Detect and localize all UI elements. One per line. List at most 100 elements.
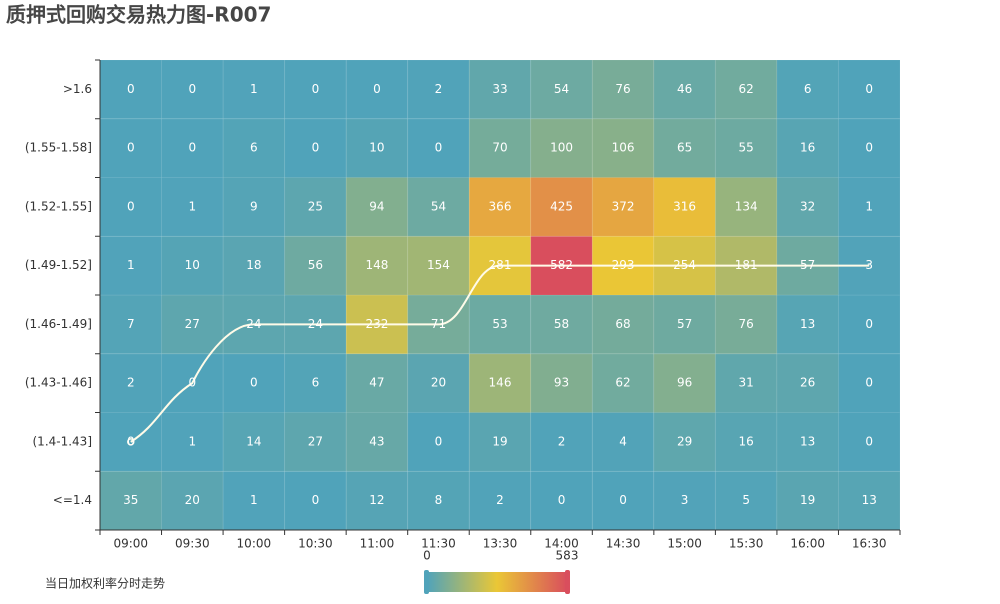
heat-cell — [837, 412, 901, 472]
cell-label: 2 — [127, 376, 135, 390]
y-tick-label: (1.43-1.46] — [25, 376, 92, 390]
heat-cell — [653, 118, 716, 178]
heat-cell — [468, 59, 532, 120]
cell-label: 0 — [127, 141, 135, 155]
cell-label: 4 — [619, 434, 627, 448]
cell-label: 0 — [373, 82, 381, 96]
heat-cell — [837, 59, 901, 120]
heat-cell — [345, 177, 409, 237]
cell-label: 0 — [435, 141, 443, 155]
cell-label: 7 — [127, 317, 135, 331]
cell-label: 31 — [739, 376, 754, 390]
heat-cell — [530, 294, 593, 355]
cell-label: 25 — [308, 199, 323, 213]
heat-cell — [837, 294, 901, 355]
cell-label: 57 — [800, 258, 815, 272]
cell-label: 43 — [369, 434, 384, 448]
x-tick-label: 09:30 — [175, 537, 210, 551]
cell-label: 16 — [739, 434, 754, 448]
heat-cell — [161, 59, 224, 120]
cell-label: 232 — [365, 317, 388, 331]
cell-label: 24 — [246, 317, 261, 331]
x-tick-label: 16:30 — [852, 537, 887, 551]
cell-label: 19 — [492, 434, 507, 448]
cell-label: 12 — [369, 493, 384, 507]
cell-label: 13 — [800, 434, 815, 448]
heat-cell — [222, 412, 286, 472]
y-tick-label: (1.4-1.43] — [33, 434, 93, 448]
heat-cell — [345, 235, 409, 296]
cell-label: 26 — [800, 376, 815, 390]
cell-label: 425 — [550, 199, 573, 213]
heat-cell — [653, 353, 716, 413]
cell-label: 24 — [308, 317, 323, 331]
cell-label: 1 — [250, 493, 258, 507]
cell-label: 70 — [492, 141, 507, 155]
chart-title: 质押式回购交易热力图-R007 — [6, 3, 271, 27]
cell-label: 2 — [435, 82, 443, 96]
heat-cell — [714, 118, 778, 178]
heat-cell — [407, 235, 470, 296]
heat-cell — [530, 118, 593, 178]
y-tick-label: (1.46-1.49] — [25, 317, 92, 331]
cell-label: 0 — [127, 199, 135, 213]
cell-label: 94 — [369, 199, 384, 213]
cell-label: 13 — [862, 493, 877, 507]
cell-label: 0 — [188, 376, 196, 390]
heat-cell — [407, 412, 470, 472]
heat-cell — [776, 59, 839, 120]
heat-cell — [591, 59, 655, 120]
cell-label: 281 — [489, 258, 512, 272]
heat-cell — [653, 177, 716, 237]
heat-cell — [99, 177, 163, 237]
cell-label: 54 — [431, 199, 446, 213]
cell-label: 9 — [250, 199, 258, 213]
cell-label: 62 — [739, 82, 754, 96]
cell-label: 0 — [865, 434, 873, 448]
heat-cell — [591, 353, 655, 413]
x-tick-label: 10:00 — [237, 537, 272, 551]
x-tick-label: 09:00 — [113, 537, 148, 551]
heat-cell — [161, 294, 224, 355]
cell-label: 65 — [677, 141, 692, 155]
y-tick-label: <=1.4 — [53, 493, 92, 507]
x-tick-label: 14:00 — [544, 537, 579, 551]
heat-cell — [99, 353, 163, 413]
cell-label: 76 — [739, 317, 754, 331]
x-tick-label: 15:30 — [729, 537, 764, 551]
cell-label: 366 — [489, 199, 512, 213]
x-tick-label: 15:00 — [667, 537, 702, 551]
y-tick-label: (1.52-1.55] — [25, 199, 92, 213]
x-tick-label: 14:30 — [606, 537, 641, 551]
cell-label: 0 — [865, 317, 873, 331]
cell-label: 1 — [127, 258, 135, 272]
cell-label: 3 — [865, 258, 873, 272]
cell-label: 55 — [739, 141, 754, 155]
heat-cell — [714, 59, 778, 120]
cell-label: 1 — [188, 199, 196, 213]
cell-label: 0 — [312, 141, 320, 155]
cell-label: 93 — [554, 376, 569, 390]
heat-cell — [653, 412, 716, 472]
cell-label: 32 — [800, 199, 815, 213]
heat-cell — [714, 177, 778, 237]
heat-cell — [345, 118, 409, 178]
heat-cell — [653, 470, 716, 531]
cell-label: 16 — [800, 141, 815, 155]
cell-label: 0 — [127, 434, 135, 448]
cell-label: 0 — [619, 493, 627, 507]
cell-label: 106 — [612, 141, 635, 155]
cell-label: 0 — [865, 141, 873, 155]
heat-cell — [653, 59, 716, 120]
heat-cell — [591, 177, 655, 237]
heat-cell — [284, 59, 347, 120]
cell-label: 0 — [865, 376, 873, 390]
cell-label: 6 — [804, 82, 812, 96]
cell-label: 582 — [550, 258, 573, 272]
cell-label: 1 — [250, 82, 258, 96]
heat-cell — [776, 470, 839, 531]
cell-label: 68 — [615, 317, 630, 331]
cell-label: 96 — [677, 376, 692, 390]
heat-cell — [591, 118, 655, 178]
legend-label: 当日加权利率分时走势 — [45, 576, 165, 591]
